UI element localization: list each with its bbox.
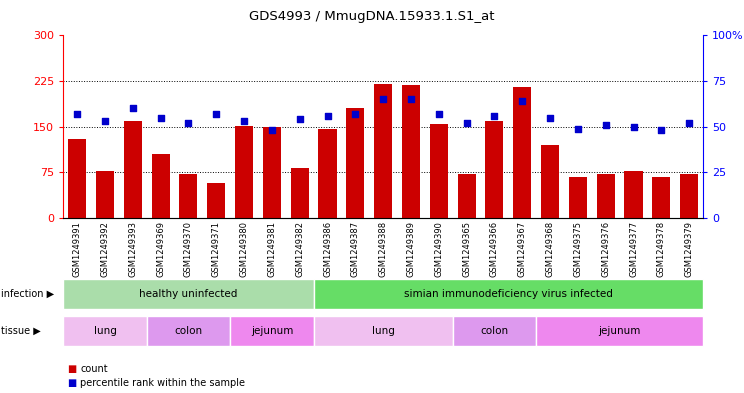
Point	[544, 114, 556, 121]
Text: tissue ▶: tissue ▶	[1, 326, 40, 336]
Bar	[124, 121, 142, 218]
Bar	[458, 174, 475, 218]
Bar	[680, 174, 698, 218]
Point	[655, 127, 667, 134]
Bar	[207, 184, 225, 218]
Point	[489, 113, 501, 119]
Bar	[513, 87, 531, 218]
Point	[516, 98, 528, 104]
Text: colon: colon	[174, 326, 202, 336]
Text: lung: lung	[372, 326, 394, 336]
Point	[155, 114, 167, 121]
Bar	[541, 145, 559, 218]
Text: percentile rank within the sample: percentile rank within the sample	[80, 378, 246, 388]
Text: count: count	[80, 364, 108, 375]
Text: lung: lung	[94, 326, 116, 336]
Point	[182, 120, 194, 126]
Text: healthy uninfected: healthy uninfected	[139, 289, 237, 299]
Point	[266, 127, 278, 134]
Bar	[147, 316, 230, 346]
Point	[461, 120, 472, 126]
Point	[211, 111, 222, 117]
Bar	[63, 279, 314, 309]
Point	[433, 111, 445, 117]
Bar	[63, 316, 147, 346]
Bar	[235, 125, 253, 218]
Bar	[68, 139, 86, 218]
Point	[350, 111, 362, 117]
Point	[71, 111, 83, 117]
Point	[628, 123, 640, 130]
Point	[377, 96, 389, 103]
Text: colon: colon	[481, 326, 508, 336]
Bar	[318, 129, 336, 218]
Bar	[346, 108, 365, 218]
Point	[238, 118, 250, 125]
Text: jejunum: jejunum	[251, 326, 293, 336]
Text: infection ▶: infection ▶	[1, 289, 54, 299]
Bar	[402, 85, 420, 218]
Point	[126, 105, 138, 112]
Bar	[452, 316, 536, 346]
Text: ■: ■	[67, 364, 76, 375]
Bar	[152, 154, 170, 218]
Text: simian immunodeficiency virus infected: simian immunodeficiency virus infected	[404, 289, 613, 299]
Point	[572, 125, 584, 132]
Point	[600, 122, 612, 128]
Bar	[652, 177, 670, 218]
Point	[683, 120, 695, 126]
Text: ■: ■	[67, 378, 76, 388]
Bar	[96, 171, 114, 218]
Bar	[314, 316, 452, 346]
Bar	[569, 177, 587, 218]
Bar	[314, 279, 703, 309]
Bar	[536, 316, 703, 346]
Bar	[485, 121, 504, 218]
Text: jejunum: jejunum	[598, 326, 641, 336]
Bar	[430, 124, 448, 218]
Bar	[291, 167, 309, 218]
Bar	[624, 171, 643, 218]
Bar	[230, 316, 314, 346]
Bar	[263, 127, 281, 218]
Point	[405, 96, 417, 103]
Point	[294, 116, 306, 123]
Point	[321, 113, 333, 119]
Bar	[597, 174, 615, 218]
Point	[99, 118, 111, 125]
Bar	[179, 174, 197, 218]
Text: GDS4993 / MmugDNA.15933.1.S1_at: GDS4993 / MmugDNA.15933.1.S1_at	[249, 10, 495, 23]
Bar	[374, 84, 392, 218]
